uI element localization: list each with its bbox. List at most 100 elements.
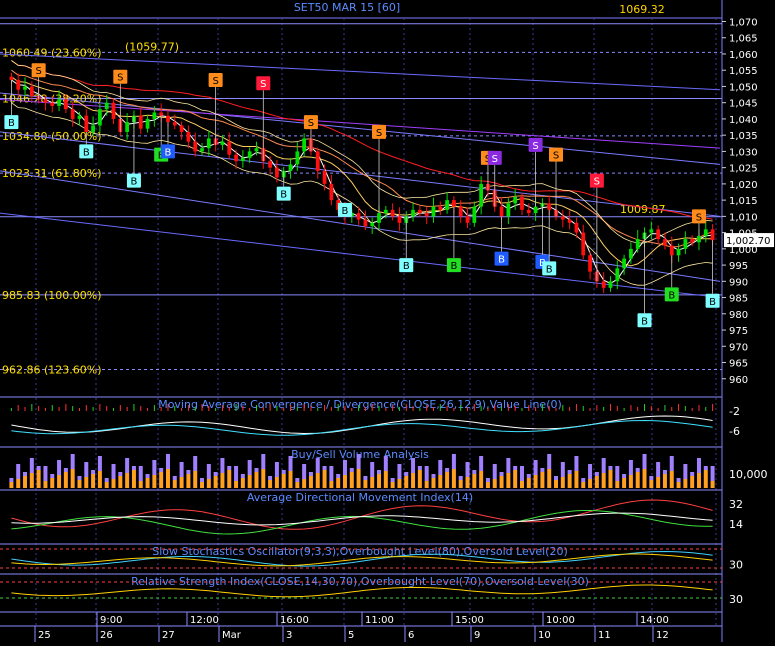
volume-bar-buy bbox=[390, 482, 395, 488]
volume-bar-sell bbox=[397, 464, 402, 479]
candle-body bbox=[200, 148, 204, 152]
volume-bar-sell bbox=[77, 476, 82, 480]
volume-bar-buy bbox=[628, 475, 633, 488]
volume-bar-buy bbox=[23, 476, 28, 488]
y-tick-label: 1,070 bbox=[729, 17, 758, 28]
y-tick-label: 1,035 bbox=[729, 131, 758, 142]
buy-signal-marker bbox=[337, 202, 352, 217]
trend-channel-line bbox=[0, 53, 721, 91]
volume-bar-buy bbox=[36, 470, 41, 488]
buy-signal-marker bbox=[542, 261, 557, 276]
volume-bar-sell bbox=[36, 466, 41, 470]
volume-bar-sell bbox=[588, 464, 593, 479]
candle-body bbox=[29, 86, 34, 97]
signal-letter: S bbox=[594, 177, 600, 188]
volume-bar-buy bbox=[274, 477, 279, 488]
x-date-label: 26 bbox=[100, 630, 113, 641]
volume-bar-buy bbox=[601, 473, 606, 488]
volume-bar-buy bbox=[465, 477, 470, 488]
candle-body bbox=[57, 99, 61, 106]
volume-bar-buy bbox=[193, 471, 198, 488]
candle-body bbox=[370, 222, 375, 227]
volume-bar-buy bbox=[662, 474, 667, 488]
volume-bar-sell bbox=[519, 466, 524, 481]
fib-level-label: 1060.49 (23.60%) bbox=[2, 46, 102, 59]
volume-bar-sell bbox=[247, 460, 252, 475]
signal-letter: S bbox=[376, 128, 382, 139]
panel-y-tick: 30 bbox=[729, 559, 743, 572]
volume-bar-sell bbox=[295, 478, 300, 482]
candle-body bbox=[526, 209, 531, 214]
buy-signal-marker bbox=[79, 144, 94, 159]
volume-bar-buy bbox=[683, 479, 688, 488]
volume-bar-buy bbox=[281, 474, 286, 488]
volume-bar-sell bbox=[540, 468, 545, 472]
candle-body bbox=[458, 206, 463, 217]
candle-body bbox=[329, 183, 334, 201]
signal-letter: S bbox=[492, 154, 498, 165]
signal-letter: S bbox=[212, 76, 218, 87]
sell-signal-marker bbox=[303, 115, 318, 130]
volume-bar-sell bbox=[424, 466, 429, 481]
volume-bar-buy bbox=[234, 481, 239, 488]
macd-signal-line bbox=[11, 419, 713, 436]
volume-bar-sell bbox=[567, 470, 572, 474]
x-time-label: 15:00 bbox=[455, 615, 484, 626]
sell-signal-marker bbox=[372, 124, 387, 139]
y-tick-label: 1,015 bbox=[729, 196, 758, 207]
candle-body bbox=[533, 206, 538, 214]
candle-body bbox=[91, 125, 95, 132]
x-date-label: 11 bbox=[598, 630, 611, 641]
y-tick-label: 1,065 bbox=[729, 34, 758, 45]
volume-bar-buy bbox=[91, 474, 96, 488]
volume-bar-sell bbox=[554, 476, 559, 480]
volume-bar-buy bbox=[438, 475, 443, 488]
volume-bar-sell bbox=[220, 458, 225, 473]
buy-signal-marker bbox=[664, 287, 679, 302]
panel-title: Average Directional Movement Index(14) bbox=[247, 491, 473, 504]
candle-body bbox=[663, 239, 667, 246]
volume-bar-sell bbox=[492, 464, 497, 479]
candle-body bbox=[397, 216, 402, 223]
volume-bar-buy bbox=[302, 479, 307, 488]
candle-body bbox=[152, 112, 157, 119]
volume-bar-buy bbox=[696, 473, 701, 488]
volume-bar-sell bbox=[193, 456, 198, 471]
volume-bar-buy bbox=[417, 470, 422, 488]
stoch-d-line bbox=[11, 553, 713, 567]
volume-bar-buy bbox=[383, 471, 388, 488]
x-time-label: 10:00 bbox=[546, 615, 575, 626]
volume-bar-sell bbox=[690, 472, 695, 476]
candle-body bbox=[186, 131, 191, 142]
candle-body bbox=[23, 86, 27, 90]
candle-body bbox=[438, 206, 443, 210]
volume-bar-sell bbox=[696, 458, 701, 473]
volume-bar-sell bbox=[431, 474, 436, 478]
candle-body bbox=[383, 209, 388, 214]
buy-signal-marker bbox=[446, 258, 461, 273]
volume-bar-sell bbox=[261, 454, 266, 469]
volume-bar-buy bbox=[9, 482, 14, 488]
y-tick-label: 1,025 bbox=[729, 164, 758, 175]
volume-bar-sell bbox=[526, 474, 531, 478]
candle-body bbox=[63, 99, 68, 110]
volume-bar-buy bbox=[588, 479, 593, 488]
y-tick-label: 990 bbox=[729, 277, 748, 288]
signal-letter: S bbox=[260, 79, 266, 90]
candle-body bbox=[588, 255, 592, 272]
fib-level-label: 962.86 (123.60%) bbox=[2, 363, 102, 376]
volume-bar-sell bbox=[336, 474, 341, 478]
candle-body bbox=[697, 235, 701, 243]
volume-bar-buy bbox=[213, 476, 218, 488]
candle-body bbox=[710, 229, 715, 241]
volume-bar-sell bbox=[356, 454, 361, 469]
volume-bar-sell bbox=[308, 472, 313, 476]
volume-bar-sell bbox=[138, 466, 143, 481]
volume-bar-buy bbox=[404, 476, 409, 488]
volume-bar-buy bbox=[649, 480, 654, 488]
volume-bar-sell bbox=[104, 478, 109, 482]
volume-bar-sell bbox=[642, 454, 647, 469]
volume-bar-buy bbox=[397, 479, 402, 488]
sell-signal-marker bbox=[549, 147, 564, 162]
volume-bar-sell bbox=[513, 466, 518, 470]
